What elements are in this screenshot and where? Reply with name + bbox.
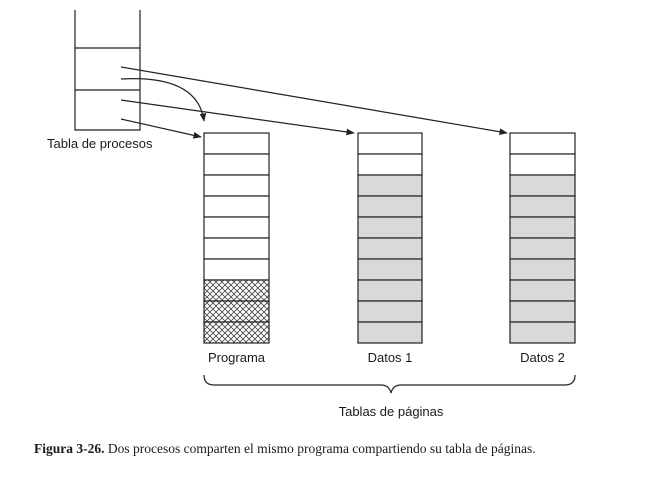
arrow-to-programa-curved bbox=[120, 78, 207, 122]
page-entry-shared bbox=[509, 195, 576, 218]
page-entry-empty bbox=[203, 132, 270, 155]
page-entry-shared bbox=[509, 216, 576, 239]
page-entry-empty bbox=[357, 132, 423, 155]
process-table-label: Tabla de procesos bbox=[47, 136, 153, 151]
caption-text: Dos procesos comparten el mismo programa… bbox=[107, 441, 536, 456]
page-entry-shared bbox=[509, 258, 576, 281]
page-entry-shared bbox=[357, 216, 423, 239]
page-entry-empty bbox=[203, 174, 270, 197]
page-table-label-programa: Programa bbox=[208, 350, 266, 365]
page-table-label-datos-1: Datos 1 bbox=[368, 350, 413, 365]
page-entry-empty bbox=[203, 153, 270, 176]
page-tables-brace bbox=[203, 374, 576, 394]
page-entry-shared bbox=[357, 258, 423, 281]
page-entry-shared bbox=[509, 300, 576, 323]
page-entry-shared bbox=[357, 237, 423, 260]
page-entry-shared bbox=[357, 195, 423, 218]
arrow-to-programa bbox=[120, 118, 202, 139]
page-table-datos-2: Datos 2 bbox=[509, 132, 576, 365]
page-entry-empty bbox=[357, 153, 423, 176]
arrows bbox=[120, 66, 508, 139]
page-entry-empty bbox=[509, 153, 576, 176]
page-tables: Datos 1 Programa Datos 2 bbox=[203, 132, 576, 365]
page-entry-shared bbox=[509, 279, 576, 302]
arrow-to-datos-1 bbox=[120, 99, 355, 136]
page-table-programa: Programa bbox=[203, 132, 270, 365]
page-table-label-datos-2: Datos 2 bbox=[520, 350, 565, 365]
page-tables-group-label: Tablas de páginas bbox=[339, 404, 444, 419]
page-entry-shared bbox=[357, 279, 423, 302]
caption-label: Figura 3-26. bbox=[34, 441, 105, 456]
page-entry-shared bbox=[357, 321, 423, 344]
page-entry-empty bbox=[203, 237, 270, 260]
page-entry-shared bbox=[509, 237, 576, 260]
page-entry-empty bbox=[509, 132, 576, 155]
process-table bbox=[74, 10, 141, 131]
page-entry-shared bbox=[357, 300, 423, 323]
page-entry-empty bbox=[203, 195, 270, 218]
page-entry-shared bbox=[509, 174, 576, 197]
page-entry-shared bbox=[509, 321, 576, 344]
page-entry-empty bbox=[203, 216, 270, 239]
arrow-to-datos-2 bbox=[120, 66, 508, 136]
page-entry-hatched bbox=[203, 279, 270, 302]
page-entry-empty bbox=[203, 258, 270, 281]
page-entry-hatched bbox=[203, 321, 270, 344]
page-entry-hatched bbox=[203, 300, 270, 323]
page-entry-shared bbox=[357, 174, 423, 197]
page-table-datos-1: Datos 1 bbox=[357, 132, 423, 365]
figure-caption: Figura 3-26. Dos procesos comparten el m… bbox=[34, 440, 634, 458]
